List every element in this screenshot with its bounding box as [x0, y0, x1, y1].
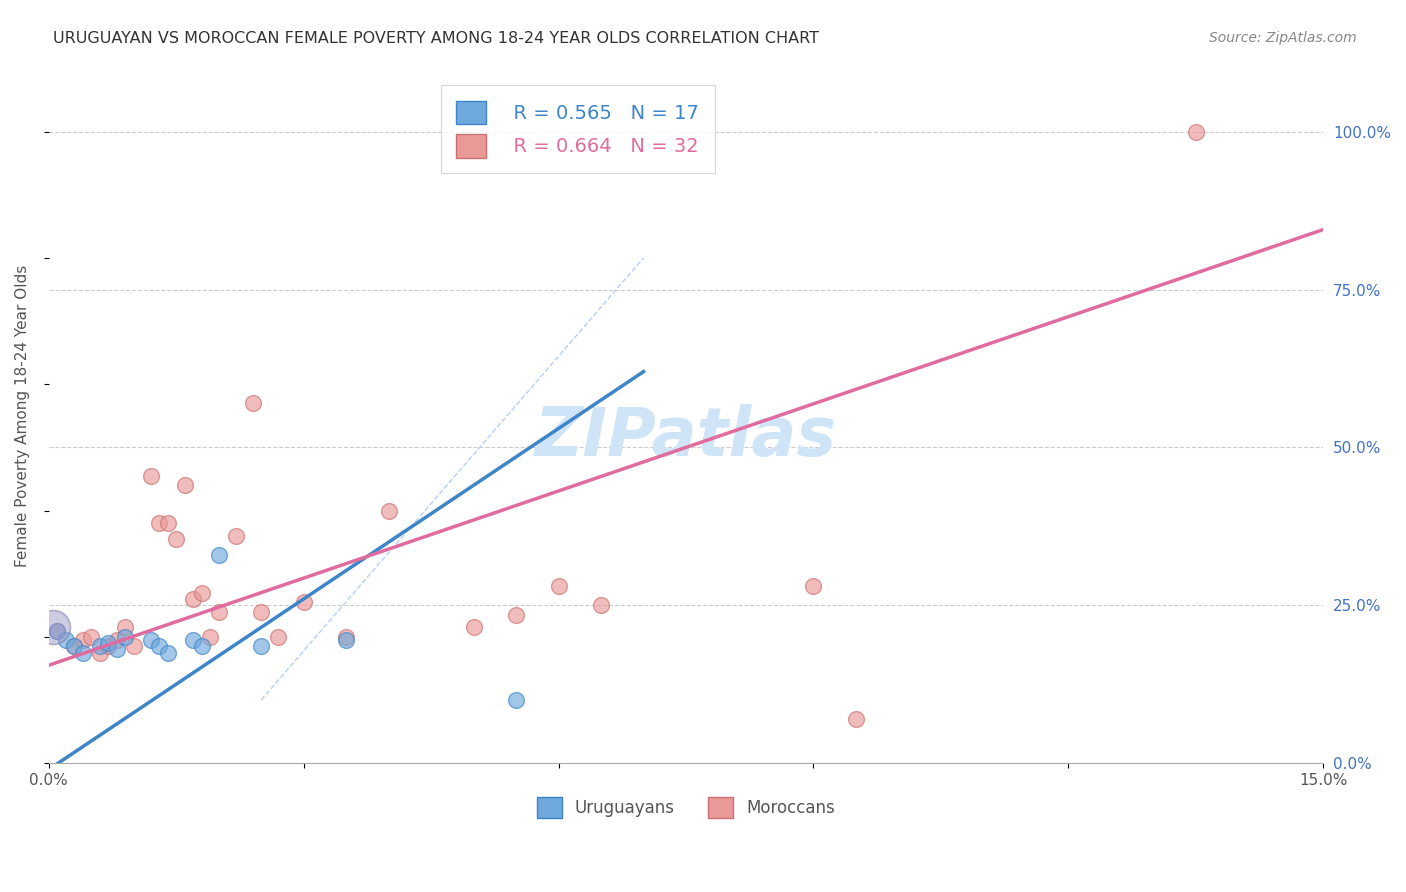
Point: [803, 579, 825, 593]
Point: [198, 630, 221, 644]
Point: [139, 632, 162, 647]
Point: [190, 585, 212, 599]
Point: [190, 640, 212, 654]
Point: [208, 605, 231, 619]
Y-axis label: Female Poverty Among 18-24 Year Olds: Female Poverty Among 18-24 Year Olds: [15, 265, 30, 567]
Point: [63, 640, 86, 654]
Text: URUGUAYAN VS MOROCCAN FEMALE POVERTY AMONG 18-24 YEAR OLDS CORRELATION CHART: URUGUAYAN VS MOROCCAN FEMALE POVERTY AMO…: [53, 31, 820, 46]
Point: [72, 632, 94, 647]
Point: [335, 630, 357, 644]
Point: [267, 630, 290, 644]
Point: [42, 620, 65, 634]
Point: [250, 640, 273, 654]
Text: ZIPatlas: ZIPatlas: [536, 404, 837, 470]
Point: [505, 693, 527, 707]
Point: [63, 640, 86, 654]
Point: [139, 468, 162, 483]
Point: [97, 636, 120, 650]
Point: [463, 620, 485, 634]
Legend: Uruguayans, Moroccans: Uruguayans, Moroccans: [530, 790, 842, 824]
Point: [114, 620, 136, 634]
Point: [505, 607, 527, 622]
Point: [148, 516, 170, 531]
Point: [105, 632, 128, 647]
Point: [55, 632, 77, 647]
Point: [225, 529, 247, 543]
Point: [181, 591, 204, 606]
Point: [156, 516, 179, 531]
Point: [181, 632, 204, 647]
Point: [589, 599, 612, 613]
Point: [242, 396, 264, 410]
Point: [547, 579, 569, 593]
Point: [46, 624, 69, 638]
Point: [114, 630, 136, 644]
Point: [105, 642, 128, 657]
Point: [89, 646, 111, 660]
Point: [165, 532, 187, 546]
Point: [250, 605, 273, 619]
Point: [1185, 125, 1208, 139]
Point: [156, 646, 179, 660]
Point: [208, 548, 231, 562]
Point: [377, 503, 399, 517]
Point: [72, 646, 94, 660]
Point: [46, 624, 69, 638]
Point: [335, 632, 357, 647]
Text: Source: ZipAtlas.com: Source: ZipAtlas.com: [1209, 31, 1357, 45]
Point: [173, 478, 195, 492]
Point: [80, 630, 103, 644]
Point: [292, 595, 315, 609]
Point: [122, 640, 145, 654]
Point: [148, 640, 170, 654]
Point: [89, 640, 111, 654]
Point: [845, 712, 868, 726]
Point: [97, 640, 120, 654]
